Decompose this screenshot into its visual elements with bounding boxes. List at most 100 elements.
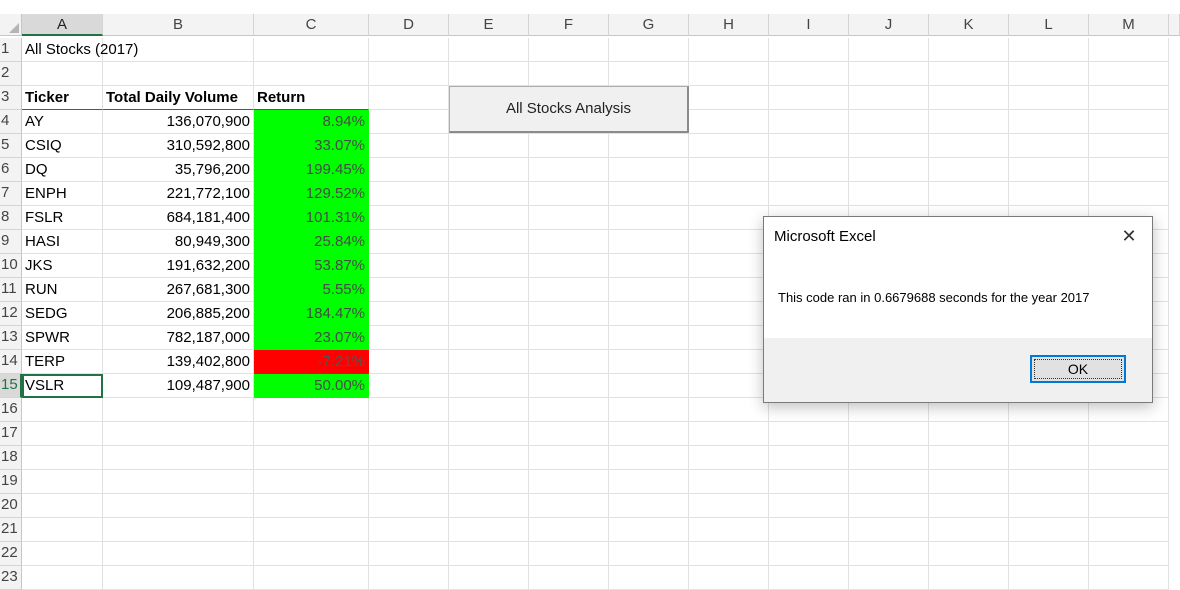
cell-i1[interactable]	[769, 38, 849, 62]
ticker-header[interactable]: Ticker	[22, 86, 103, 110]
cell-j23[interactable]	[849, 566, 929, 590]
cell-f17[interactable]	[529, 422, 609, 446]
row-header-23[interactable]: 23	[0, 566, 22, 590]
cell-l7[interactable]	[1009, 182, 1089, 206]
row-header-11[interactable]: 11	[0, 278, 22, 302]
cell-b22[interactable]	[103, 542, 254, 566]
cell-f1[interactable]	[529, 38, 609, 62]
cell-l6[interactable]	[1009, 158, 1089, 182]
cell-d5[interactable]	[369, 134, 449, 158]
cell-g11[interactable]	[609, 278, 689, 302]
cell-m4[interactable]	[1089, 110, 1169, 134]
cell-c19[interactable]	[254, 470, 369, 494]
cell-m19[interactable]	[1089, 470, 1169, 494]
cell-d18[interactable]	[369, 446, 449, 470]
ticker-cell[interactable]: CSIQ	[22, 134, 103, 158]
cell-e22[interactable]	[449, 542, 529, 566]
cell-c21[interactable]	[254, 518, 369, 542]
cell-e19[interactable]	[449, 470, 529, 494]
cell-l3[interactable]	[1009, 86, 1089, 110]
cell-d11[interactable]	[369, 278, 449, 302]
cell-d3[interactable]	[369, 86, 449, 110]
cell-d8[interactable]	[369, 206, 449, 230]
cell-l4[interactable]	[1009, 110, 1089, 134]
cell-g18[interactable]	[609, 446, 689, 470]
cell-k5[interactable]	[929, 134, 1009, 158]
cell-h6[interactable]	[689, 158, 769, 182]
cell-j5[interactable]	[849, 134, 929, 158]
cell-b20[interactable]	[103, 494, 254, 518]
cell-k23[interactable]	[929, 566, 1009, 590]
cell-e16[interactable]	[449, 398, 529, 422]
volume-cell[interactable]: 35,796,200	[103, 158, 254, 182]
cell-d15[interactable]	[369, 374, 449, 398]
cell-h21[interactable]	[689, 518, 769, 542]
cell-f20[interactable]	[529, 494, 609, 518]
cell-i7[interactable]	[769, 182, 849, 206]
row-header-7[interactable]: 7	[0, 182, 22, 206]
cell-k2[interactable]	[929, 62, 1009, 86]
cell-l23[interactable]	[1009, 566, 1089, 590]
return-cell[interactable]: 33.07%	[254, 134, 369, 158]
cell-k20[interactable]	[929, 494, 1009, 518]
cell-d6[interactable]	[369, 158, 449, 182]
cell-c18[interactable]	[254, 446, 369, 470]
row-header-6[interactable]: 6	[0, 158, 22, 182]
volume-cell[interactable]: 80,949,300	[103, 230, 254, 254]
cell-m23[interactable]	[1089, 566, 1169, 590]
return-cell[interactable]: 5.55%	[254, 278, 369, 302]
return-cell[interactable]: 23.07%	[254, 326, 369, 350]
cell-e20[interactable]	[449, 494, 529, 518]
cell-d4[interactable]	[369, 110, 449, 134]
cell-k21[interactable]	[929, 518, 1009, 542]
cell-i2[interactable]	[769, 62, 849, 86]
cell-e5[interactable]	[449, 134, 529, 158]
cell-h5[interactable]	[689, 134, 769, 158]
cell-d17[interactable]	[369, 422, 449, 446]
return-cell[interactable]: 53.87%	[254, 254, 369, 278]
cell-h1[interactable]	[689, 38, 769, 62]
row-header-2[interactable]: 2	[0, 62, 22, 86]
ticker-cell[interactable]: SPWR	[22, 326, 103, 350]
cell-h11[interactable]	[689, 278, 769, 302]
row-header-10[interactable]: 10	[0, 254, 22, 278]
cell-d12[interactable]	[369, 302, 449, 326]
cell-k3[interactable]	[929, 86, 1009, 110]
volume-cell[interactable]: 139,402,800	[103, 350, 254, 374]
volume-cell[interactable]: 136,070,900	[103, 110, 254, 134]
cell-k1[interactable]	[929, 38, 1009, 62]
cell-m22[interactable]	[1089, 542, 1169, 566]
cell-g21[interactable]	[609, 518, 689, 542]
cell-g16[interactable]	[609, 398, 689, 422]
cell-k4[interactable]	[929, 110, 1009, 134]
cell-h7[interactable]	[689, 182, 769, 206]
cell-g15[interactable]	[609, 374, 689, 398]
row-header-19[interactable]: 19	[0, 470, 22, 494]
close-icon[interactable]: ✕	[1121, 226, 1137, 246]
cell-m21[interactable]	[1089, 518, 1169, 542]
cell-f19[interactable]	[529, 470, 609, 494]
volume-cell[interactable]: 109,487,900	[103, 374, 254, 398]
cell-f22[interactable]	[529, 542, 609, 566]
cell-d23[interactable]	[369, 566, 449, 590]
cell-m2[interactable]	[1089, 62, 1169, 86]
cell-d2[interactable]	[369, 62, 449, 86]
cell-f13[interactable]	[529, 326, 609, 350]
cell-f8[interactable]	[529, 206, 609, 230]
volume-cell[interactable]: 206,885,200	[103, 302, 254, 326]
cell-e6[interactable]	[449, 158, 529, 182]
column-header-f[interactable]: F	[529, 14, 609, 36]
cell-c22[interactable]	[254, 542, 369, 566]
cell-l5[interactable]	[1009, 134, 1089, 158]
cell-c16[interactable]	[254, 398, 369, 422]
return-cell[interactable]: 50.00%	[254, 374, 369, 398]
cell-f6[interactable]	[529, 158, 609, 182]
cell-h12[interactable]	[689, 302, 769, 326]
cell-j20[interactable]	[849, 494, 929, 518]
cell-d9[interactable]	[369, 230, 449, 254]
cell-h22[interactable]	[689, 542, 769, 566]
cell-h16[interactable]	[689, 398, 769, 422]
cell-i20[interactable]	[769, 494, 849, 518]
ticker-cell[interactable]: AY	[22, 110, 103, 134]
cell-g13[interactable]	[609, 326, 689, 350]
